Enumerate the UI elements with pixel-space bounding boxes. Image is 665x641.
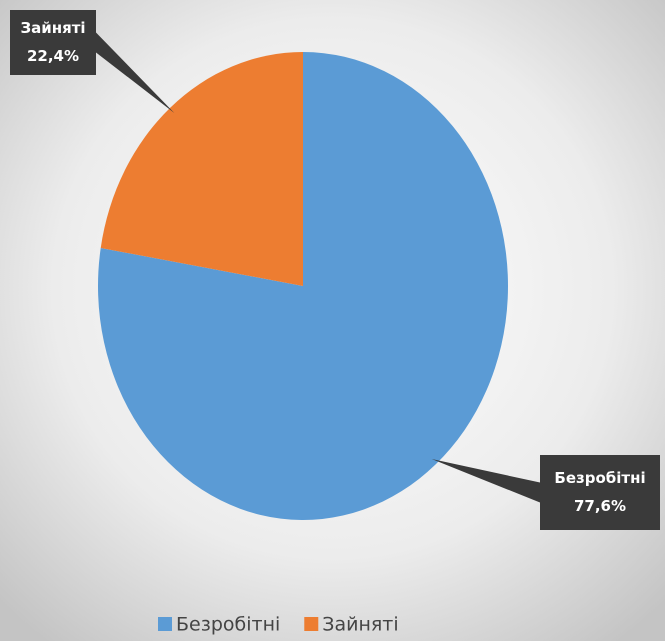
- pie-slice: [100, 52, 304, 286]
- data-label-name: Безробітні: [554, 469, 645, 487]
- legend-swatch: [158, 617, 172, 631]
- data-label-value: 77,6%: [574, 497, 626, 515]
- legend-swatch: [304, 617, 319, 631]
- callout-pointer: [431, 459, 540, 503]
- legend-label: Зайняті: [322, 614, 398, 636]
- callout-box: [540, 455, 660, 530]
- callout-box: [10, 10, 96, 75]
- legend-label: Безробітні: [176, 614, 280, 636]
- data-label-value: 22,4%: [27, 47, 79, 65]
- callout-pointer: [96, 32, 175, 113]
- data-label-name: Зайняті: [20, 19, 85, 37]
